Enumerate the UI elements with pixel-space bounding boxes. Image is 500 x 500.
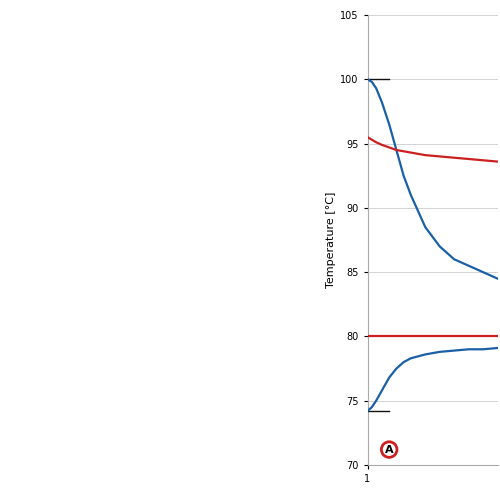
Y-axis label: Temperature [°C]: Temperature [°C] (326, 192, 336, 288)
Text: A: A (385, 444, 394, 454)
